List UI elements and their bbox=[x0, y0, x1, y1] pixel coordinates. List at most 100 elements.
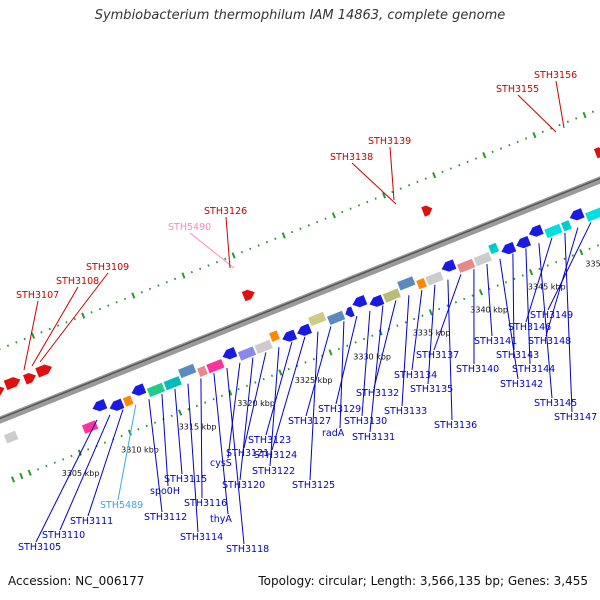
reverse-gene-22[interactable] bbox=[397, 276, 416, 291]
lower-gene-label[interactable]: STH3118 bbox=[226, 544, 269, 555]
reverse-gene-25[interactable] bbox=[441, 259, 457, 272]
reverse-gene-10[interactable] bbox=[222, 347, 238, 360]
lower-gene-label[interactable]: STH3130 bbox=[344, 416, 387, 427]
lower-gene-label[interactable]: STH3115 bbox=[164, 474, 207, 485]
reverse-gene-26[interactable] bbox=[457, 258, 476, 273]
lower-gene-label[interactable]: STH3122 bbox=[252, 466, 295, 477]
lower-gene-label[interactable]: STH3142 bbox=[500, 379, 543, 390]
reverse-gene-7[interactable] bbox=[178, 363, 197, 379]
upper-gene-label[interactable]: STH3108 bbox=[56, 276, 99, 287]
lower-gene-label[interactable]: spo0H bbox=[150, 486, 180, 497]
inner-dot-ring bbox=[421, 314, 424, 317]
reverse-gene-left-2[interactable] bbox=[3, 430, 19, 444]
forward-gene-4[interactable] bbox=[23, 373, 36, 385]
forward-gene-5[interactable] bbox=[35, 364, 52, 378]
forward-gene-2[interactable] bbox=[0, 386, 5, 398]
lower-gene-label[interactable]: STH3133 bbox=[384, 406, 427, 417]
lower-gene-label[interactable]: STH3116 bbox=[184, 498, 227, 509]
upper-gene-label[interactable]: STH3155 bbox=[496, 84, 539, 95]
forward-gene-3[interactable] bbox=[3, 377, 21, 391]
lower-gene-label[interactable]: STH3137 bbox=[416, 350, 459, 361]
lower-gene-label[interactable]: thyA bbox=[210, 514, 232, 525]
upper-gene-label[interactable]: STH5490 bbox=[168, 222, 211, 233]
reverse-gene-left-3[interactable] bbox=[81, 420, 99, 434]
lower-gene-label[interactable]: STH3145 bbox=[534, 398, 577, 409]
outer-dot-ring bbox=[566, 120, 569, 123]
reverse-gene-29[interactable] bbox=[501, 241, 517, 255]
reverse-gene-32[interactable] bbox=[544, 223, 563, 239]
inner-dot-ring bbox=[27, 469, 32, 476]
reverse-gene-16[interactable] bbox=[308, 311, 327, 327]
lower-gene-label[interactable]: STH3147 bbox=[554, 412, 597, 423]
lower-gene-label[interactable]: STH3140 bbox=[456, 364, 499, 375]
lower-gene-label[interactable]: STH3125 bbox=[292, 480, 335, 491]
upper-gene-label[interactable]: STH3138 bbox=[330, 152, 373, 163]
reverse-gene-28[interactable] bbox=[488, 242, 499, 255]
reverse-gene-35[interactable] bbox=[585, 207, 600, 222]
lower-gene-label[interactable]: STH3148 bbox=[528, 336, 571, 347]
reverse-gene-31[interactable] bbox=[528, 224, 544, 237]
reverse-gene-13[interactable] bbox=[269, 330, 280, 342]
reverse-gene-1[interactable] bbox=[92, 399, 108, 412]
upper-gene-label[interactable]: STH3139 bbox=[368, 136, 411, 147]
lower-gene-label[interactable]: cysS bbox=[210, 458, 232, 469]
reverse-gene-4[interactable] bbox=[131, 383, 147, 396]
lower-gene-label[interactable]: STH3144 bbox=[512, 364, 555, 375]
reverse-gene-19[interactable] bbox=[352, 295, 368, 308]
reverse-gene-21[interactable] bbox=[382, 288, 401, 303]
reverse-gene-33[interactable] bbox=[561, 220, 572, 232]
reverse-gene-9[interactable] bbox=[206, 359, 225, 374]
reverse-gene-6[interactable] bbox=[163, 376, 182, 391]
reverse-gene-15[interactable] bbox=[297, 323, 312, 336]
lower-gene-label[interactable]: STH3143 bbox=[496, 350, 539, 361]
forward-gene-8[interactable] bbox=[593, 147, 600, 159]
reverse-gene-17[interactable] bbox=[327, 310, 346, 325]
lower-gene-label[interactable]: STH3134 bbox=[394, 370, 437, 381]
upper-gene-label[interactable]: STH3156 bbox=[534, 70, 577, 81]
upper-gene-label[interactable]: STH3126 bbox=[204, 206, 247, 217]
reverse-gene-3[interactable] bbox=[122, 395, 134, 407]
upper-gene-label[interactable]: STH3107 bbox=[16, 290, 59, 301]
reverse-gene-30[interactable] bbox=[516, 236, 532, 249]
lower-gene-label[interactable]: STH3110 bbox=[42, 530, 85, 541]
reverse-gene-20[interactable] bbox=[369, 294, 385, 307]
lower-gene-label[interactable]: STH3141 bbox=[474, 336, 517, 347]
lower-gene-label[interactable]: STH3136 bbox=[434, 420, 477, 431]
inner-dot-ring bbox=[204, 401, 207, 404]
lower-gene-label[interactable]: STH5489 bbox=[100, 500, 143, 511]
lower-gene-label[interactable]: STH3105 bbox=[18, 542, 61, 553]
lower-gene-label[interactable]: STH3149 bbox=[530, 310, 573, 321]
reverse-gene-12[interactable] bbox=[254, 339, 273, 354]
scale-tick-label: 3320 kbp bbox=[237, 399, 275, 408]
reverse-gene-27[interactable] bbox=[473, 252, 492, 267]
reverse-gene-14[interactable] bbox=[282, 329, 298, 342]
lower-gene-label[interactable]: STH3131 bbox=[352, 432, 395, 443]
lower-gene-label[interactable]: STH3127 bbox=[288, 416, 331, 427]
lower-gene-label[interactable]: STH3112 bbox=[144, 512, 187, 523]
lower-gene-label[interactable]: STH3111 bbox=[70, 516, 113, 527]
upper-gene-label[interactable]: STH3109 bbox=[86, 262, 129, 273]
lower-gene-label[interactable]: STH3123 bbox=[248, 435, 291, 446]
upper-label-leader bbox=[517, 94, 557, 133]
outer-dot-ring bbox=[6, 344, 10, 347]
lower-gene-label[interactable]: radA bbox=[322, 428, 345, 439]
reverse-gene-23[interactable] bbox=[416, 278, 427, 290]
reverse-gene-18[interactable] bbox=[345, 306, 355, 318]
reverse-gene-34[interactable] bbox=[569, 208, 585, 221]
lower-gene-label[interactable]: STH3120 bbox=[222, 480, 265, 491]
lower-gene-label[interactable]: STH3114 bbox=[180, 532, 223, 543]
reverse-gene-5[interactable] bbox=[146, 382, 166, 398]
lower-gene-label[interactable]: STH3146 bbox=[508, 322, 551, 333]
lower-gene-label[interactable]: STH3124 bbox=[254, 450, 297, 461]
reverse-gene-11[interactable] bbox=[237, 346, 257, 361]
forward-gene-6[interactable] bbox=[241, 289, 255, 302]
reverse-gene-24[interactable] bbox=[425, 271, 444, 286]
lower-gene-label[interactable]: STH3129 bbox=[318, 404, 361, 415]
lower-gene-label[interactable]: STH3121 bbox=[226, 448, 269, 459]
lower-gene-label[interactable]: STH3132 bbox=[356, 388, 399, 399]
reverse-gene-2[interactable] bbox=[109, 398, 125, 411]
reverse-gene-8[interactable] bbox=[197, 365, 208, 377]
forward-gene-7[interactable] bbox=[421, 205, 433, 217]
lower-gene-label[interactable]: STH3135 bbox=[410, 384, 453, 395]
